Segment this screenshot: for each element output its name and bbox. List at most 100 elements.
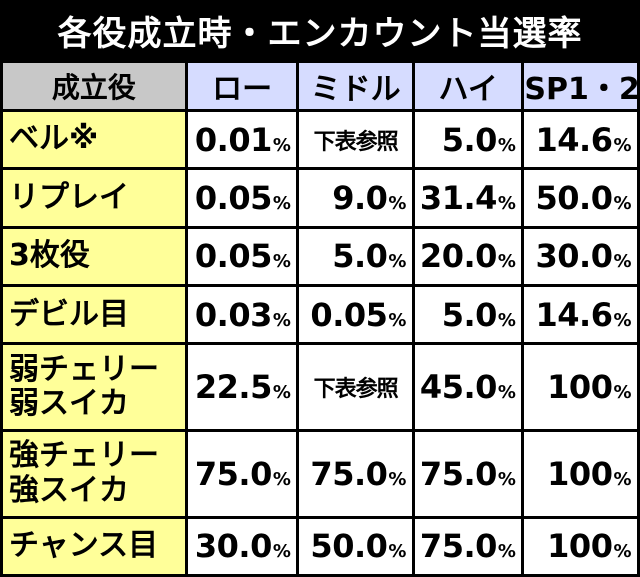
rate-cell: 5.0% [299,228,412,285]
rate-cell: 0.01% [187,112,297,168]
rate-cell: 5.0% [414,287,522,343]
percent-sign: % [613,134,631,156]
rate-value: 0.05 [194,237,272,276]
table-row: リプレイ 0.05% 9.0% 31.4% 50.0% [3,170,637,226]
rate-cell: 75.0% [414,432,522,516]
rate-cell: 30.0% [524,228,637,285]
percent-sign: % [497,541,516,563]
rate-value: 30.0 [535,237,613,276]
role-cell: デビル目 [3,287,185,343]
percent-sign: % [272,251,291,273]
rate-cell: 14.6% [524,112,637,168]
see-table-note: 下表参照 [313,129,399,155]
role-label: 弱チェリー [9,351,159,387]
percent-sign: % [613,193,631,215]
header-mode-middle: ミドル [299,63,412,109]
rate-value: 100 [547,454,613,493]
percent-sign: % [388,309,406,331]
see-table-note: 下表参照 [313,377,399,403]
role-label: デビル目 [9,296,129,332]
percent-sign: % [497,382,516,404]
percent-sign: % [613,468,631,490]
percent-sign: % [497,193,516,215]
rate-value: 30.0 [194,527,272,566]
rate-value: 5.0 [441,120,498,159]
rate-value: 0.01 [194,120,272,159]
rate-cell: 下表参照 [299,345,412,429]
rate-value: 0.05 [310,295,388,334]
rate-value: 14.6 [535,295,613,334]
rate-value: 100 [547,368,613,407]
role-label: チャンス目 [9,528,159,564]
role-cell: ベル※ [3,112,185,168]
percent-sign: % [613,382,631,404]
rate-value: 31.4 [419,179,497,218]
percent-sign: % [272,134,291,156]
header-mode-low: ロー [187,63,297,109]
rate-value: 50.0 [310,527,388,566]
role-cell: 強チェリー 強スイカ [3,432,185,516]
percent-sign: % [272,309,291,331]
percent-sign: % [388,468,406,490]
rate-cell: 20.0% [414,228,522,285]
rate-value: 0.05 [194,179,272,218]
rate-cell: 22.5% [187,345,297,429]
rate-cell: 100% [524,432,637,516]
percent-sign: % [388,193,406,215]
rate-value: 5.0 [332,237,388,276]
header-mode-sp: SP1・2 [524,63,637,109]
rate-cell: 100% [524,345,637,429]
table-row: 3枚役 0.05% 5.0% 20.0% 30.0% [3,228,637,285]
percent-sign: % [613,541,631,563]
rate-cell: 5.0% [414,112,522,168]
percent-sign: % [497,309,516,331]
header-mode-high: ハイ [414,63,522,109]
percent-sign: % [272,541,291,563]
percent-sign: % [613,309,631,331]
encounter-rate-table: 成立役 ロー ミドル ハイ SP1・2 ベル※ 0.01% 下表参照 5.0% 14.6… [0,60,640,577]
table-row: 強チェリー 強スイカ 75.0% 75.0% 75.0% 100% [3,432,637,516]
rate-value: 20.0 [419,237,497,276]
table-row: デビル目 0.03% 0.05% 5.0% 14.6% [3,287,637,343]
percent-sign: % [497,251,516,273]
percent-sign: % [497,468,516,490]
role-cell: チャンス目 [3,518,185,574]
role-cell: 3枚役 [3,228,185,285]
table-row: 弱チェリー 弱スイカ 22.5% 下表参照 45.0% 100% [3,345,637,429]
percent-sign: % [388,541,406,563]
rate-cell: 14.6% [524,287,637,343]
rate-value: 100 [547,527,613,566]
role-label: 弱スイカ [9,386,129,422]
percent-sign: % [613,251,631,273]
role-label: ベル※ [9,121,99,157]
rate-cell: 75.0% [187,432,297,516]
rate-value: 75.0 [194,454,272,493]
percent-sign: % [272,468,291,490]
rate-cell: 下表参照 [299,112,412,168]
rate-value: 75.0 [310,454,388,493]
percent-sign: % [272,193,291,215]
header-role: 成立役 [3,63,185,109]
percent-sign: % [497,134,516,156]
rate-value: 0.03 [194,295,272,334]
table-row: チャンス目 30.0% 50.0% 75.0% 100% [3,518,637,574]
page-title: 各役成立時・エンカウント当選率 [57,13,583,54]
rate-cell: 100% [524,518,637,574]
rate-cell: 75.0% [414,518,522,574]
rate-cell: 0.05% [187,228,297,285]
role-label: 3枚役 [9,238,90,274]
rate-value: 50.0 [535,179,613,218]
rate-cell: 0.05% [299,287,412,343]
role-label: 強チェリー [9,438,159,474]
rate-cell: 75.0% [299,432,412,516]
rate-value: 22.5 [194,368,272,407]
rate-cell: 0.03% [187,287,297,343]
rate-cell: 50.0% [524,170,637,226]
rate-value: 14.6 [535,120,613,159]
rate-cell: 9.0% [299,170,412,226]
rate-value: 75.0 [419,527,497,566]
rate-cell: 45.0% [414,345,522,429]
rate-value: 75.0 [419,454,497,493]
percent-sign: % [388,251,406,273]
